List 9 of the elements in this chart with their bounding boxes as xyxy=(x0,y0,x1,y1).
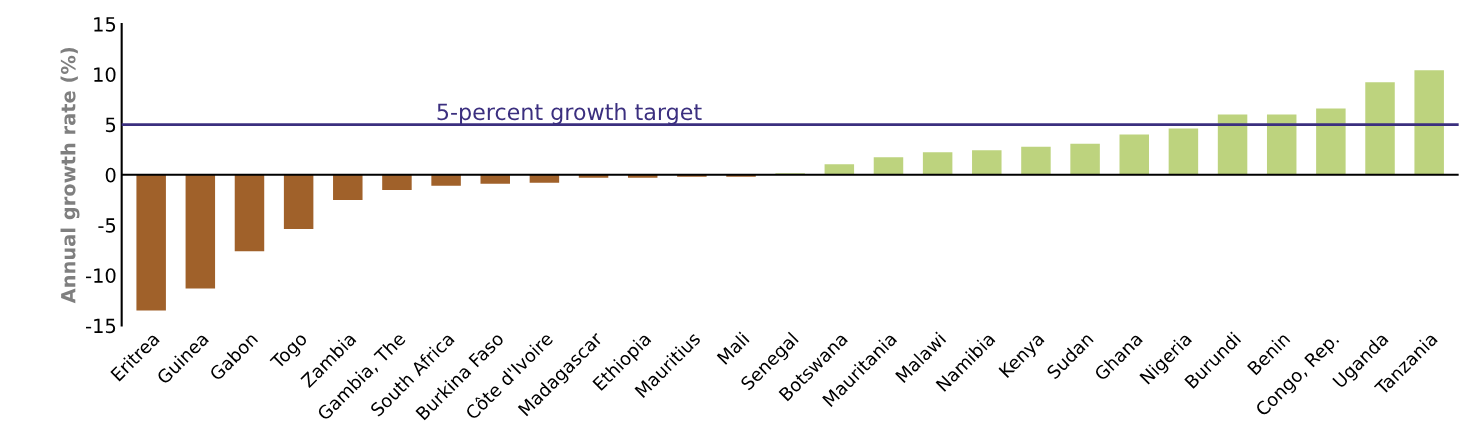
y-tick-label: 15 xyxy=(94,17,116,32)
y-axis-title: Annual growth rate (%) xyxy=(60,47,80,304)
ref-line-label: 5-percent growth target xyxy=(437,103,702,125)
y-tick-label: 10 xyxy=(94,67,116,82)
y-tick-label: 0 xyxy=(105,167,116,183)
y-tick-label: 5 xyxy=(105,117,116,133)
y-tick-label: -5 xyxy=(98,218,116,233)
y-tick-label: -10 xyxy=(86,268,116,283)
y-tick-label: -15 xyxy=(86,318,116,334)
